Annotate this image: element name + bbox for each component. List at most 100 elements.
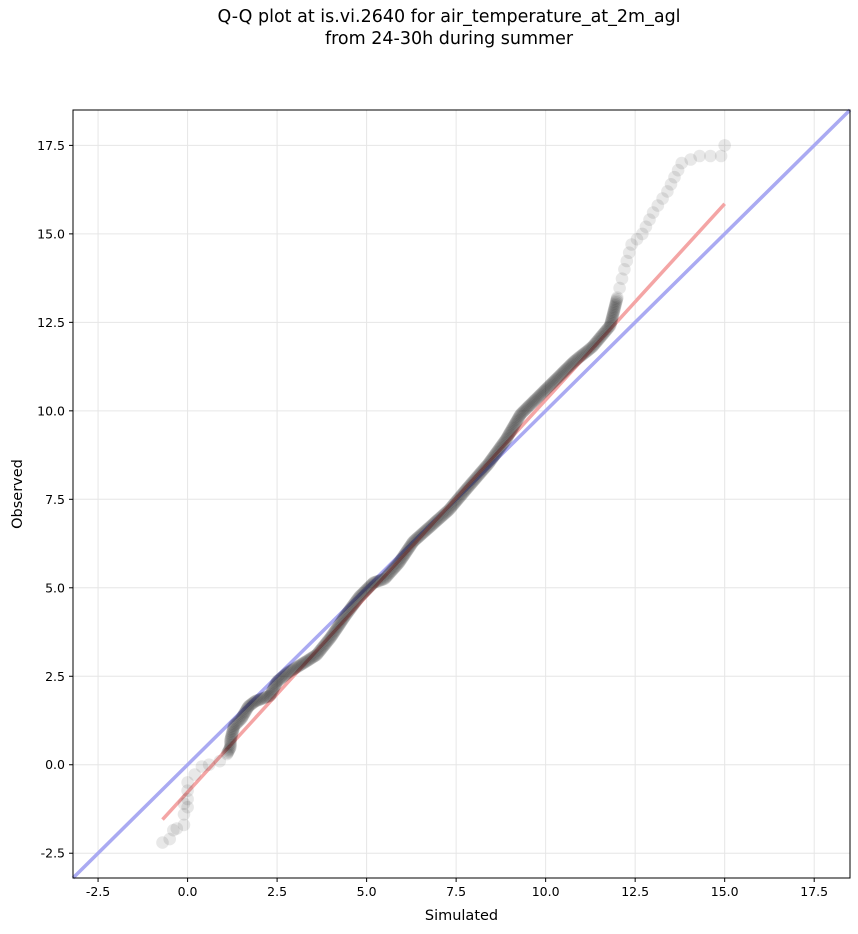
data-point — [502, 428, 515, 442]
data-point — [646, 206, 660, 219]
data-point — [661, 185, 674, 198]
data-point — [573, 350, 586, 364]
data-point — [240, 702, 254, 716]
data-point — [596, 328, 609, 341]
data-point — [415, 528, 428, 541]
data-point — [504, 424, 518, 438]
data-point — [325, 629, 339, 643]
data-point — [489, 447, 503, 460]
data-point — [238, 706, 251, 720]
data-point — [500, 431, 514, 445]
data-point — [429, 515, 443, 528]
data-point — [483, 456, 496, 469]
data-point — [445, 499, 459, 513]
y-tick-label: 7.5 — [45, 492, 65, 507]
data-point — [381, 569, 395, 582]
data-point — [329, 624, 342, 637]
data-point — [373, 574, 387, 587]
data-point — [563, 359, 577, 373]
data-point — [340, 607, 354, 620]
data-point — [401, 543, 415, 556]
data-point — [594, 330, 607, 344]
data-point — [513, 409, 527, 423]
data-point — [343, 603, 357, 616]
data-point — [643, 213, 656, 226]
data-point — [557, 364, 571, 378]
data-point — [408, 534, 421, 547]
data-point — [222, 745, 235, 758]
data-point — [242, 700, 255, 713]
data-point — [288, 662, 301, 675]
data-point — [410, 532, 424, 545]
data-point — [336, 613, 349, 627]
data-point — [229, 718, 242, 731]
data-point — [509, 416, 523, 429]
data-point — [319, 637, 333, 650]
data-point — [329, 623, 343, 636]
data-point — [506, 421, 519, 435]
data-point — [280, 667, 293, 680]
data-point — [515, 407, 528, 420]
data-point — [307, 650, 321, 663]
data-point — [420, 523, 433, 537]
data-point — [393, 555, 407, 568]
data-point — [402, 542, 416, 555]
data-point — [338, 609, 352, 623]
data-point — [378, 572, 391, 586]
data-point — [447, 497, 461, 511]
data-point — [602, 320, 616, 334]
data-point — [421, 522, 434, 536]
data-point — [651, 199, 665, 212]
data-point — [333, 617, 347, 631]
data-point — [522, 400, 535, 413]
data-point — [607, 305, 620, 319]
data-point — [586, 339, 600, 353]
data-point — [474, 466, 488, 479]
data-point — [311, 647, 324, 661]
data-point — [346, 599, 360, 612]
data-point — [565, 357, 579, 370]
data-point — [156, 836, 169, 849]
data-point — [278, 669, 291, 682]
data-point — [630, 232, 644, 246]
grid-lines — [73, 110, 850, 878]
x-tick-label: 5.0 — [357, 884, 377, 899]
data-point — [248, 695, 261, 709]
data-point — [259, 691, 272, 704]
data-point — [608, 300, 622, 314]
data-point — [409, 533, 422, 546]
data-point — [496, 438, 509, 451]
data-point — [257, 691, 271, 705]
data-point — [609, 299, 622, 312]
y-tick-label: 0.0 — [45, 757, 65, 772]
data-point — [492, 443, 506, 456]
data-point — [583, 342, 596, 356]
data-point — [276, 670, 290, 683]
data-point — [342, 604, 356, 618]
data-point — [532, 390, 545, 404]
data-point — [570, 353, 584, 366]
data-point — [366, 577, 380, 590]
data-point — [590, 335, 603, 349]
data-point — [578, 346, 591, 360]
data-point — [442, 503, 456, 517]
data-point — [244, 698, 258, 711]
data-point — [555, 367, 569, 380]
data-point — [222, 743, 236, 757]
data-point — [380, 570, 394, 583]
data-point — [582, 343, 595, 357]
data-point — [684, 153, 697, 166]
data-point — [351, 592, 364, 606]
data-point — [256, 692, 270, 705]
data-point — [441, 504, 455, 518]
data-point — [494, 440, 507, 454]
data-point — [542, 380, 555, 394]
data-point — [406, 535, 420, 549]
data-point — [305, 651, 318, 665]
data-point — [622, 246, 636, 259]
data-point — [487, 449, 501, 463]
data-point — [303, 652, 317, 666]
data-point — [566, 356, 580, 369]
data-point — [604, 318, 617, 331]
y-tick-label: 12.5 — [37, 315, 65, 330]
